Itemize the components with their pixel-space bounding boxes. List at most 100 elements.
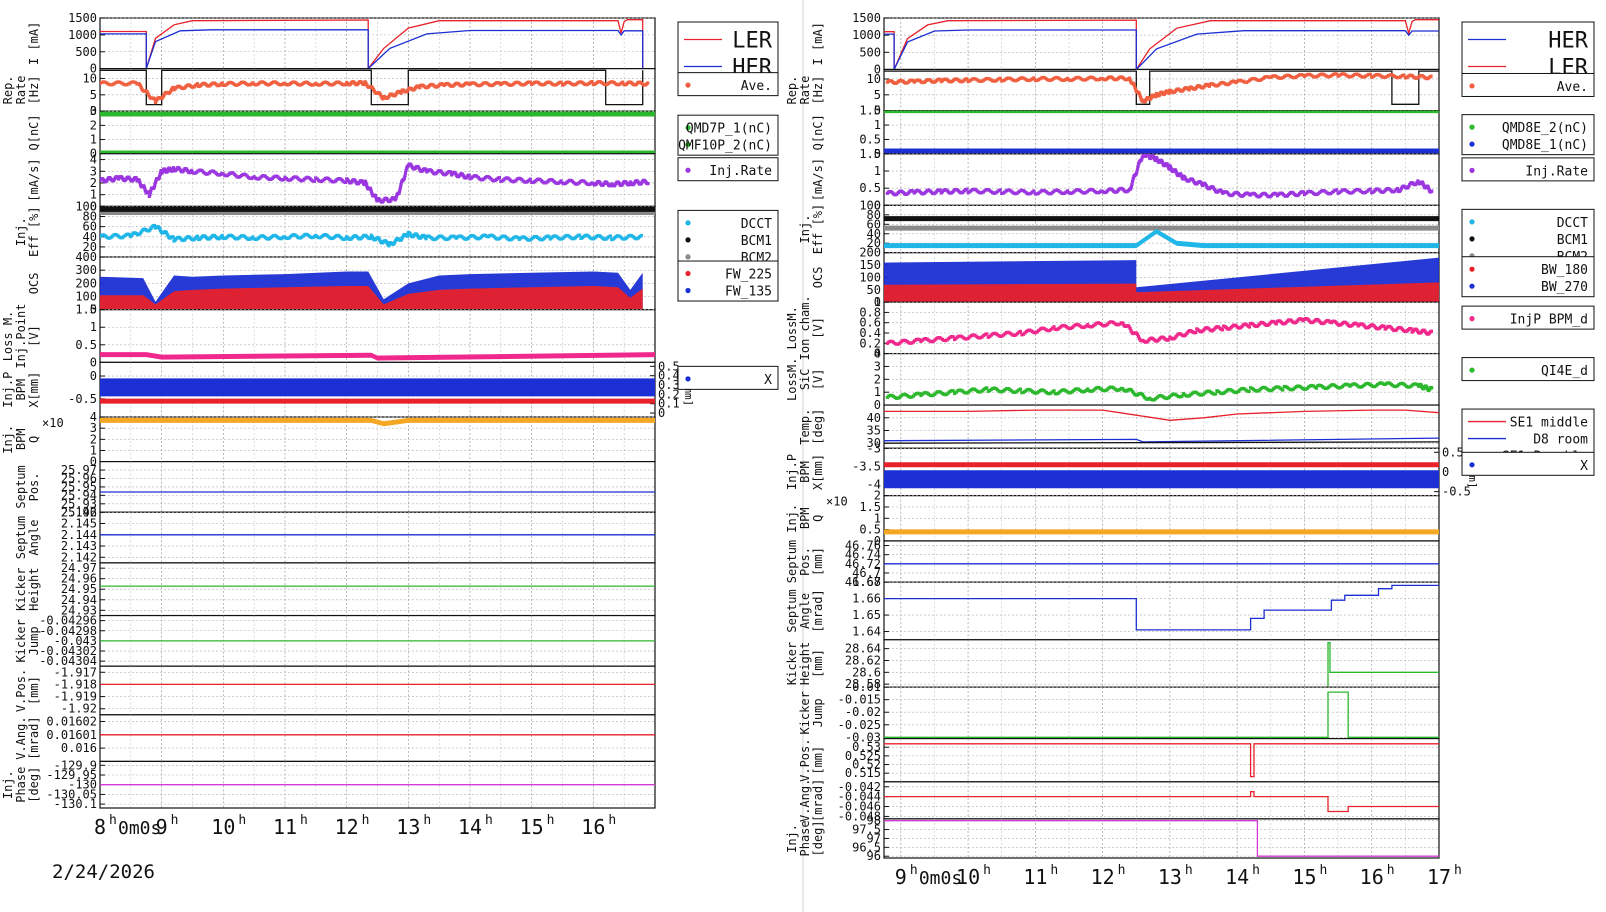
point: [1086, 387, 1090, 391]
legend-swatch: [685, 220, 691, 226]
legend: Inj.Rate: [677, 157, 779, 182]
y-tick-label: 1500: [852, 11, 881, 25]
point: [424, 168, 428, 172]
y-axis-label: [mA/s]: [811, 158, 825, 201]
series-12-0: [884, 584, 1439, 631]
point: [1422, 183, 1426, 187]
series-inj-rate: [885, 153, 1434, 199]
y-tick-label: 2.142: [61, 550, 97, 564]
y-tick-label: -0.025: [838, 718, 881, 732]
legend: InjP BPM_d: [1461, 305, 1595, 330]
legend-entry: Inj.Rate: [1525, 164, 1588, 179]
series-qmd7p-1-nc-: [100, 111, 655, 117]
point: [108, 83, 112, 87]
point: [165, 232, 169, 236]
point: [368, 236, 372, 241]
point: [516, 236, 520, 240]
legend-swatch: [685, 254, 691, 260]
point: [1335, 188, 1339, 192]
point: [1127, 325, 1131, 329]
x-tick: 13 h: [396, 813, 431, 839]
point: [608, 234, 612, 238]
x-tick-superscript: h: [362, 813, 370, 828]
series-ler: [884, 19, 1439, 70]
y-axis-label: Inj.: [798, 215, 812, 244]
point: [1220, 328, 1225, 332]
y-tick-label: 0.515: [845, 766, 881, 780]
y-tick-label: -0.04298: [39, 624, 97, 638]
legend-frame: [677, 365, 779, 390]
panel-data: [100, 111, 655, 154]
y-axis-label: [V]: [27, 325, 41, 347]
point: [905, 340, 909, 344]
point: [1140, 155, 1144, 159]
point: [1140, 157, 1144, 161]
point: [1135, 167, 1140, 171]
point: [1032, 189, 1036, 193]
point: [159, 169, 163, 173]
point: [646, 81, 650, 85]
y-axis-label: Angle: [27, 520, 41, 556]
point: [147, 93, 151, 97]
point: [985, 332, 989, 336]
x-tick: 11 h: [273, 813, 308, 839]
x-tick: 14 h: [1225, 863, 1260, 889]
y-axis-label: Phase: [14, 767, 28, 803]
point: [171, 235, 175, 239]
point: [627, 182, 632, 186]
legend-entry: QMD7P_1(nC): [686, 122, 772, 137]
panel-data: [100, 206, 655, 248]
x-tick-label: 17: [1427, 865, 1451, 889]
point: [1131, 179, 1135, 183]
y-axis-label: [Hz]: [27, 75, 41, 104]
point: [400, 236, 404, 240]
x-tick: 16 h: [1360, 863, 1395, 889]
y-tick-label: 1: [874, 118, 881, 132]
point: [369, 189, 373, 193]
y-tick-label: 60: [83, 220, 97, 234]
point: [381, 97, 385, 101]
legend-swatch: [1469, 367, 1475, 373]
x-tick-superscript: h: [1319, 863, 1327, 878]
series-ave-: [885, 72, 1433, 104]
y-axis-label: Rate: [798, 76, 812, 105]
y-axis-label: Height: [798, 642, 812, 685]
point: [1429, 74, 1433, 78]
legend-swatch: [685, 287, 691, 294]
y-tick-label: 0.6: [859, 316, 881, 330]
point: [365, 184, 369, 188]
point: [1138, 93, 1142, 97]
legend-swatch: [1469, 141, 1475, 147]
legend-entry: DCCT: [741, 217, 772, 232]
y-axis-label: Rep.: [785, 76, 799, 105]
point: [1086, 323, 1090, 327]
panel-data: [884, 691, 1439, 738]
point: [106, 82, 110, 86]
legend-swatch: [685, 237, 691, 243]
panel-data: [884, 70, 1439, 105]
point: [1018, 387, 1022, 391]
legend: X: [677, 365, 779, 390]
legend-frame: [1461, 256, 1595, 298]
y-axis-label: SiC: [798, 368, 812, 390]
series-fw-225: [100, 286, 643, 310]
y-tick-label: 60: [867, 217, 881, 231]
y-tick-label: 28.6: [852, 665, 881, 679]
y-tick-label: 0.5: [859, 181, 881, 195]
point: [1402, 73, 1406, 77]
point: [1018, 329, 1022, 333]
y-tick-label: -130.1: [54, 797, 97, 811]
y-tick-label: -129.95: [46, 768, 97, 782]
series-se1-p-cable: [884, 441, 1439, 444]
point: [195, 234, 200, 238]
y-tick-label: 100: [75, 199, 97, 213]
y-tick-label: -0.042: [838, 780, 881, 794]
x-tick-label: 16: [581, 815, 605, 839]
point: [370, 191, 374, 195]
point: [1301, 190, 1305, 194]
point: [1213, 392, 1218, 396]
panel-frame: [883, 17, 1440, 71]
y-tick-label: 1.5: [859, 104, 881, 118]
